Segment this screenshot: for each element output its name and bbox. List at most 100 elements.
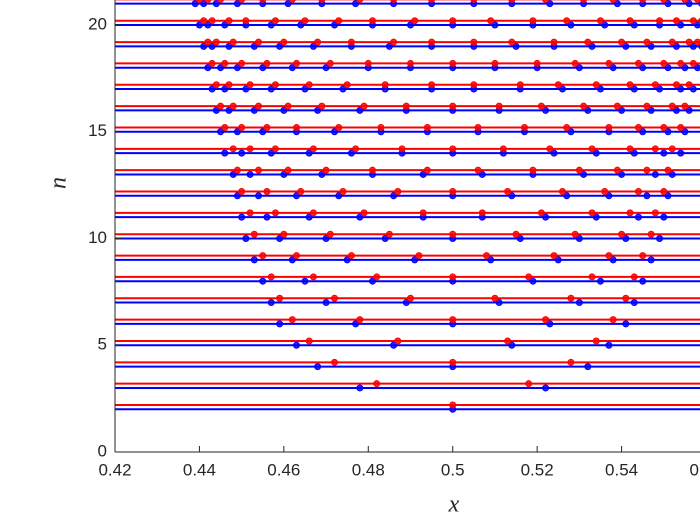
point [660,213,668,221]
point [255,192,263,200]
point [664,64,672,72]
y-tick-label: 10 [88,228,107,247]
point [309,42,317,50]
point [331,128,339,136]
point [643,166,651,174]
point [212,106,220,114]
point [567,21,575,29]
point [242,85,250,93]
point [390,192,398,200]
point [605,252,613,260]
point [343,256,351,264]
point [563,123,571,131]
point [305,149,313,157]
point [499,145,507,153]
point [271,145,279,153]
point [487,17,495,25]
point [428,0,436,3]
point [656,235,664,242]
point [605,192,613,200]
point [229,145,237,153]
point [250,42,258,50]
point [478,170,486,178]
point [491,21,499,29]
point [233,128,241,136]
point [250,256,258,264]
point [626,145,634,153]
point [685,38,693,46]
point [288,256,296,264]
point [195,0,203,3]
y-axis-label: n [46,177,72,189]
point [550,38,558,46]
point [508,192,516,200]
point [694,38,700,46]
point [647,106,655,114]
point [592,337,600,345]
point [301,85,309,93]
point [550,252,558,260]
point [677,149,685,157]
point [419,209,427,217]
point [360,102,368,110]
point [542,316,550,324]
point [423,166,431,174]
point [622,42,630,50]
point [449,17,457,25]
point [554,81,562,89]
point [651,209,659,217]
point [242,235,250,242]
point [352,0,360,8]
point [322,235,330,242]
point [474,123,482,131]
point [504,188,512,196]
point [622,320,630,328]
point [563,17,571,25]
point [639,128,647,136]
point [689,59,697,67]
point [643,192,651,200]
point [542,0,550,3]
point [689,42,697,50]
point [217,102,225,110]
point [647,256,655,264]
point [508,341,516,349]
point [609,316,617,324]
point [394,188,402,196]
point [356,106,364,114]
point [322,166,330,174]
point [516,81,524,89]
point [246,81,254,89]
point [309,273,317,281]
point [263,213,271,221]
point [601,21,609,29]
point [449,188,457,196]
point [546,0,554,8]
point [694,21,700,29]
point [630,85,638,93]
x-tick-label: 0.46 [267,460,300,479]
point [221,149,229,157]
point [626,209,634,217]
point [660,0,668,3]
point [407,294,414,302]
point [563,192,571,200]
point [664,192,672,200]
point [660,59,668,67]
point [195,21,203,29]
point [284,0,292,8]
point [411,256,419,264]
point [668,145,676,153]
point [575,64,583,72]
point [381,235,389,242]
x-tick-label: 0.48 [352,460,385,479]
point [651,170,659,178]
point [242,17,250,25]
point [449,358,457,366]
point [385,42,393,50]
point [394,337,402,345]
point [554,256,562,264]
point [276,294,284,302]
point [626,81,634,89]
point [567,294,575,302]
